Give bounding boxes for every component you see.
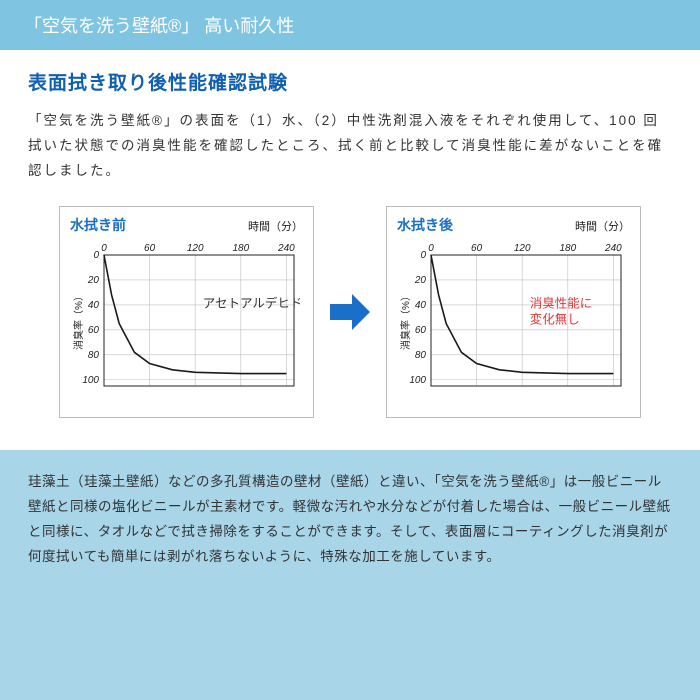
- chart-before: 水拭き前 時間（分） 0 60 120 180 240 0 20 40 60 80 100 消臭率（%…: [59, 206, 314, 418]
- svg-text:0: 0: [101, 243, 107, 254]
- svg-text:60: 60: [471, 243, 483, 254]
- svg-text:180: 180: [232, 243, 249, 254]
- svg-text:0: 0: [428, 243, 434, 254]
- svg-text:20: 20: [414, 275, 427, 286]
- section-body: 「空気を洗う壁紙®」の表面を（1）水、（2）中性洗剤混入液をそれぞれ使用して、1…: [28, 109, 672, 184]
- arrow-icon: [328, 290, 372, 334]
- chart-after-svg: 0 60 120 180 240 0 20 40 60 80 100 消臭率（%） 消臭性能に変化無し: [397, 237, 627, 402]
- chart-before-svg: 0 60 120 180 240 0 20 40 60 80 100 消臭率（%） アセトアルデヒド: [70, 237, 300, 402]
- svg-text:アセトアルデヒド: アセトアルデヒド: [203, 295, 300, 310]
- chart-section: 水拭き前 時間（分） 0 60 120 180 240 0 20 40 60 80 100 消臭率（%…: [28, 206, 672, 418]
- svg-text:80: 80: [415, 350, 427, 361]
- svg-text:100: 100: [409, 375, 426, 386]
- chart-after: 水拭き後 時間（分） 0 60 120 180 240 0 20 40 60 80 100 消臭率（%…: [386, 206, 641, 418]
- svg-text:40: 40: [415, 300, 427, 311]
- chart-after-xlabel: 時間（分）: [575, 218, 630, 234]
- svg-text:100: 100: [82, 375, 99, 386]
- svg-text:消臭率（%）: 消臭率（%）: [399, 291, 412, 350]
- section-title: 表面拭き取り後性能確認試験: [28, 68, 672, 95]
- footer-text: 珪藻土（珪藻土壁紙）などの多孔質構造の壁材（壁紙）と違い、「空気を洗う壁紙®」は…: [0, 450, 700, 594]
- chart-before-title: 水拭き前: [70, 215, 126, 235]
- svg-text:120: 120: [187, 243, 204, 254]
- svg-text:変化無し: 変化無し: [530, 311, 580, 326]
- svg-text:60: 60: [415, 325, 427, 336]
- header-title: 「空気を洗う壁紙®」 高い耐久性: [24, 16, 294, 36]
- chart-before-xlabel: 時間（分）: [248, 218, 303, 234]
- svg-text:0: 0: [420, 250, 426, 261]
- svg-text:80: 80: [88, 350, 100, 361]
- svg-text:240: 240: [604, 243, 622, 254]
- svg-text:180: 180: [559, 243, 576, 254]
- svg-text:120: 120: [514, 243, 531, 254]
- svg-text:消臭率（%）: 消臭率（%）: [72, 291, 85, 350]
- svg-text:40: 40: [88, 300, 100, 311]
- svg-text:60: 60: [88, 325, 100, 336]
- header-bar: 「空気を洗う壁紙®」 高い耐久性: [0, 0, 700, 50]
- svg-text:60: 60: [144, 243, 156, 254]
- svg-text:240: 240: [277, 243, 295, 254]
- content-panel: 表面拭き取り後性能確認試験 「空気を洗う壁紙®」の表面を（1）水、（2）中性洗剤…: [0, 50, 700, 450]
- chart-after-title: 水拭き後: [397, 215, 453, 235]
- svg-text:消臭性能に: 消臭性能に: [530, 295, 593, 310]
- svg-text:20: 20: [87, 275, 100, 286]
- svg-text:0: 0: [93, 250, 99, 261]
